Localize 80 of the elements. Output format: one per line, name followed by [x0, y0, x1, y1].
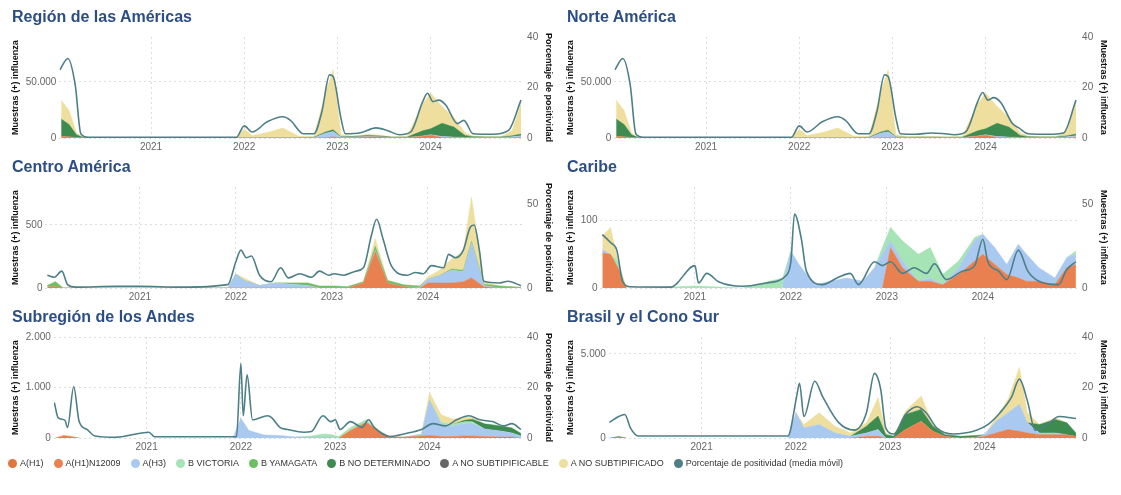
y2-tick-label: 50: [527, 197, 539, 209]
x-tick-label: 2023: [326, 140, 349, 152]
y-tick-label: 2.000: [25, 330, 52, 342]
legend-label: A NO SUBTIPIFICADO: [570, 458, 664, 468]
y-axis-title: Muestras (+) influenza: [564, 189, 575, 285]
chart-title: Caribe: [566, 158, 618, 177]
y-axis-title: Muestras (+) influenza: [564, 39, 575, 135]
y-tick-label: 50.000: [580, 75, 612, 87]
y2-tick-label: 20: [1082, 381, 1094, 393]
y-axis-title: Muestras (+) influenza: [564, 339, 575, 435]
y2-tick-label: 0: [1082, 131, 1089, 143]
x-tick-label: 2022: [779, 290, 803, 302]
x-tick-label: 2022: [233, 140, 256, 152]
legend-label: B YAMAGATA: [260, 458, 318, 468]
y-tick-label: 0: [36, 281, 43, 293]
y2-tick-label: 40: [527, 330, 539, 342]
y2-tick-label: 0: [527, 281, 534, 293]
x-tick-label: 2022: [784, 440, 808, 452]
y-tick-label: 500: [25, 218, 43, 230]
y2-tick-label: 40: [1082, 30, 1094, 42]
y2-axis-title: Muestras (+) influenza: [1099, 40, 1110, 136]
legend-label: B NO DETERMINADO: [339, 458, 431, 468]
y2-tick-label: 20: [527, 381, 539, 393]
y2-tick-label: 0: [527, 431, 534, 443]
chart-title: Región de las Américas: [11, 8, 193, 27]
x-tick-label: 2021: [683, 290, 707, 302]
y-axis-title: Muestras (+) influenza: [9, 339, 20, 435]
y2-tick-label: 20: [1082, 81, 1094, 93]
x-tick-label: 2023: [320, 290, 344, 302]
x-tick-label: 2021: [128, 290, 152, 302]
x-tick-label: 2023: [881, 140, 904, 152]
y-tick-label: 1.000: [25, 381, 52, 393]
y-tick-label: 0: [605, 131, 612, 143]
x-tick-label: 2024: [419, 140, 443, 152]
chart-title: Subregión de los Andes: [11, 308, 196, 327]
y2-axis-title: Porcentaje de positividad: [544, 332, 555, 443]
x-tick-label: 2021: [694, 140, 718, 152]
x-tick-label: 2021: [139, 140, 163, 152]
chart-title: Centro América: [11, 158, 132, 177]
y2-tick-label: 50: [1082, 197, 1094, 209]
chart-title: Norte América: [566, 8, 677, 27]
y-tick-label: 5.000: [580, 347, 607, 359]
y2-tick-label: 20: [527, 81, 539, 93]
legend-label: A(H1): [20, 458, 44, 468]
y2-axis-title: Porcentaje de positividad: [544, 182, 555, 293]
y-tick-label: 50.000: [25, 75, 57, 87]
x-tick-label: 2022: [224, 290, 248, 302]
y2-axis-title: Muestras (+) influenza: [1099, 340, 1110, 436]
x-tick-label: 2021: [690, 440, 714, 452]
x-tick-label: 2024: [973, 440, 997, 452]
y-tick-label: 0: [600, 431, 607, 443]
y2-tick-label: 0: [1082, 281, 1089, 293]
legend-label: A(H3): [142, 458, 167, 468]
x-tick-label: 2022: [229, 440, 253, 452]
x-tick-label: 2022: [788, 140, 811, 152]
x-tick-label: 2021: [135, 440, 159, 452]
x-tick-label: 2023: [879, 440, 902, 452]
legend-label: B VICTORIA: [188, 458, 239, 468]
chart-title: Brasil y el Cono Sur: [566, 308, 721, 327]
x-tick-label: 2024: [974, 140, 998, 152]
y-tick-label: 100: [580, 214, 598, 226]
legend-label: A(H1)N12009: [65, 458, 121, 468]
y-axis-title: Muestras (+) influenza: [9, 189, 20, 285]
y2-tick-label: 40: [527, 30, 539, 42]
x-tick-label: 2024: [971, 290, 995, 302]
y-axis-title: Muestras (+) influenza: [9, 39, 20, 135]
x-tick-label: 2024: [416, 290, 440, 302]
y2-axis-title: Muestras (+) influenza: [1099, 190, 1110, 286]
legend-label: Porcentaje de positividad (media móvil): [685, 458, 843, 468]
legend-label: A NO SUBTIPIFICABLE: [452, 458, 549, 468]
y2-tick-label: 0: [1082, 431, 1089, 443]
y-tick-label: 0: [45, 431, 52, 443]
y-tick-label: 0: [50, 131, 57, 143]
y-tick-label: 0: [591, 281, 598, 293]
x-tick-label: 2023: [875, 290, 899, 302]
x-tick-label: 2023: [324, 440, 347, 452]
x-tick-label: 2024: [418, 440, 442, 452]
y2-tick-label: 0: [527, 131, 534, 143]
y2-tick-label: 40: [1082, 330, 1094, 342]
y2-axis-title: Porcentaje de positividad: [544, 32, 555, 143]
